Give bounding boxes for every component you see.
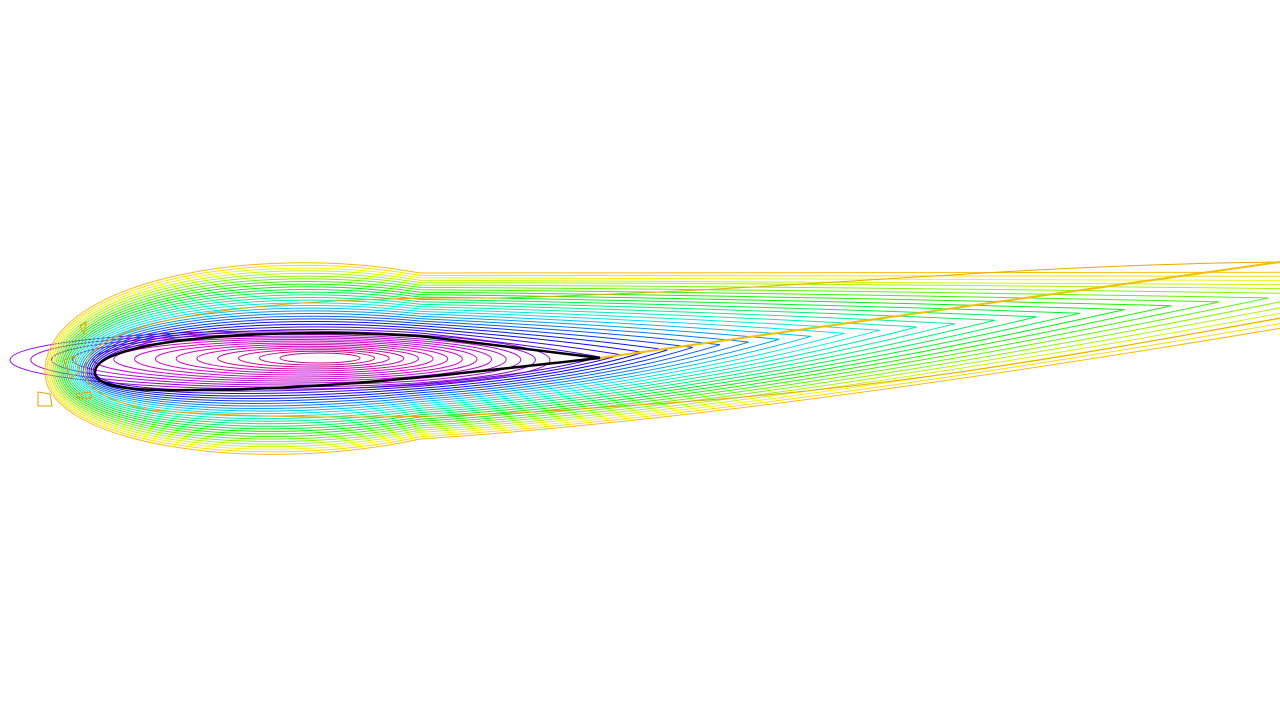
- inner-contour: [217, 347, 405, 370]
- flow-contour: [50, 270, 1280, 448]
- inner-contour: [134, 340, 463, 378]
- contour-group: [9, 261, 1280, 455]
- flow-contour: [84, 315, 721, 404]
- flow-contour: [66, 291, 1037, 427]
- inner-contour: [154, 342, 449, 376]
- inner-contour: [113, 338, 478, 380]
- flow-contour: [86, 318, 693, 402]
- inner-contour: [279, 352, 361, 364]
- flow-contour: [64, 289, 1081, 430]
- flow-contour: [78, 307, 812, 412]
- flow-contour: [62, 286, 1125, 432]
- inner-contour: [71, 335, 507, 384]
- inner-contour: [258, 350, 376, 366]
- flow-contour: [44, 262, 1280, 455]
- flow-contour: [52, 272, 1280, 445]
- flow-contour: [72, 299, 917, 420]
- flow-contour: [70, 297, 956, 422]
- flow-contour: [88, 321, 668, 399]
- flow-contour: [54, 275, 1280, 443]
- inner-contour: [196, 345, 419, 372]
- noise-contours: [37, 320, 93, 407]
- flow-contour: [56, 278, 1269, 440]
- inner-contour: [92, 337, 493, 382]
- flow-contour: [82, 313, 749, 407]
- flow-contour: [60, 283, 1172, 435]
- wake-line: [599, 261, 1280, 359]
- flow-contour: [46, 264, 1280, 453]
- flow-contour: [58, 280, 1220, 437]
- inner-contour: [175, 344, 434, 374]
- flow-contour: [80, 310, 780, 409]
- airfoil: [93, 331, 601, 392]
- inner-contour: [237, 349, 390, 368]
- flow-contour: [68, 294, 996, 425]
- outer-contour: [84, 261, 1280, 418]
- flow-contour: [48, 267, 1280, 450]
- inner-contour: [9, 330, 551, 390]
- flow-contour: [76, 305, 845, 415]
